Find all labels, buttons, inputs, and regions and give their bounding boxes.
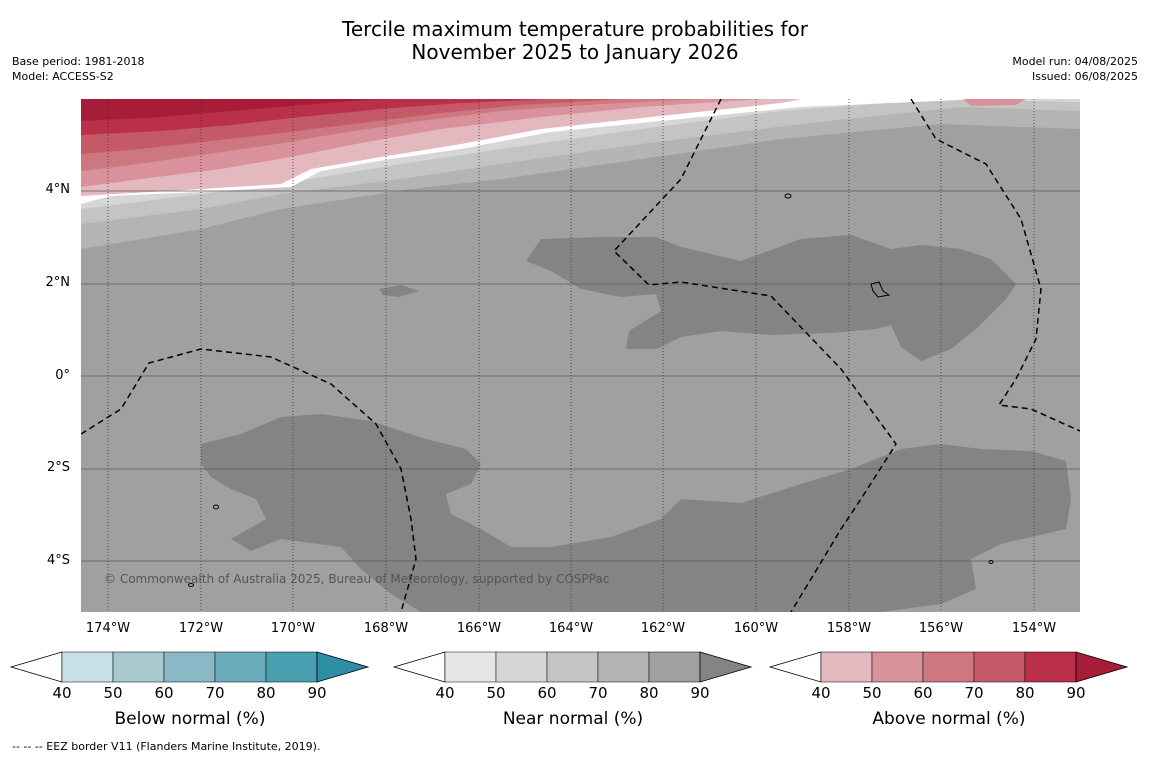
lon-label-164w: 164°W (548, 621, 594, 636)
lat-label-2s: 2°S (46, 460, 70, 475)
above-normal-90-band (81, 99, 381, 121)
above-normal-patch-ne (963, 99, 1026, 106)
map-svg (81, 99, 1080, 612)
near-tick-50: 50 (486, 684, 506, 702)
above-tick-80: 80 (1015, 684, 1035, 702)
title-line-1: Tercile maximum temperature probabilitie… (342, 17, 808, 41)
meta-right: Model run: 04/08/2025 Issued: 06/08/2025 (1012, 54, 1138, 84)
lon-label-166w: 166°W (456, 621, 502, 636)
islands (188, 193, 994, 587)
lat-label-2n: 2°N (45, 275, 71, 290)
near-tick-90: 90 (690, 684, 710, 702)
colorbar-below-svg (9, 651, 370, 683)
below-tick-60: 60 (154, 684, 174, 702)
below-tick-90: 90 (307, 684, 327, 702)
above-tick-50: 50 (862, 684, 882, 702)
eez-border-west (81, 348, 417, 612)
lon-label-162w: 162°W (640, 621, 686, 636)
base-period-text: Base period: 1981-2018 (12, 55, 145, 68)
above-tick-60: 60 (913, 684, 933, 702)
colorbar-above-svg (768, 651, 1129, 683)
near-normal-90-region-south (201, 414, 1071, 612)
colorbar-near-normal (392, 650, 753, 684)
above-normal-title: Above normal (%) (872, 709, 1026, 729)
colorbar-near-svg (392, 651, 753, 683)
lon-label-156w: 156°W (918, 621, 964, 636)
near-tick-70: 70 (588, 684, 608, 702)
eez-footnote: -- -- -- EEZ border V11 (Flanders Marine… (12, 740, 321, 753)
lat-label-4s: 4°S (46, 553, 70, 568)
below-tick-50: 50 (103, 684, 123, 702)
below-tick-40: 40 (52, 684, 72, 702)
near-tick-40: 40 (435, 684, 455, 702)
issued-text: Issued: 06/08/2025 (1031, 70, 1138, 83)
colorbar-below-normal (9, 650, 370, 684)
lat-label-0: 0° (55, 368, 70, 383)
near-normal-title: Near normal (%) (502, 709, 644, 729)
copyright-text: © Commonwealth of Australia 2025, Bureau… (104, 572, 610, 586)
lon-label-158w: 158°W (826, 621, 872, 636)
eez-border-east (910, 99, 1080, 432)
lon-label-154w: 154°W (1011, 621, 1057, 636)
map-title: Tercile maximum temperature probabilitie… (0, 18, 1150, 64)
near-normal-90-region-small (379, 285, 419, 297)
probability-map: © Commonwealth of Australia 2025, Bureau… (81, 99, 1080, 612)
below-tick-80: 80 (256, 684, 276, 702)
above-tick-40: 40 (811, 684, 831, 702)
title-line-2: November 2025 to January 2026 (411, 40, 739, 64)
lon-label-170w: 170°W (270, 621, 316, 636)
meta-left: Base period: 1981-2018 Model: ACCESS-S2 (12, 54, 144, 84)
lat-label-4n: 4°N (45, 182, 71, 197)
lon-label-168w: 168°W (363, 621, 409, 636)
model-run-text: Model run: 04/08/2025 (1012, 55, 1138, 68)
above-tick-70: 70 (964, 684, 984, 702)
below-tick-70: 70 (205, 684, 225, 702)
model-text: Model: ACCESS-S2 (12, 70, 114, 83)
near-normal-90-region-north (526, 235, 1016, 361)
below-normal-title: Below normal (%) (114, 709, 266, 729)
latitude-gridlines (81, 190, 1080, 562)
eez-borders (81, 99, 1080, 612)
lon-label-174w: 174°W (85, 621, 131, 636)
eez-border-central (612, 99, 897, 612)
colorbar-above-normal (768, 650, 1129, 684)
lon-label-160w: 160°W (733, 621, 779, 636)
above-tick-90: 90 (1066, 684, 1086, 702)
near-tick-60: 60 (537, 684, 557, 702)
lon-label-172w: 172°W (178, 621, 224, 636)
near-tick-80: 80 (639, 684, 659, 702)
